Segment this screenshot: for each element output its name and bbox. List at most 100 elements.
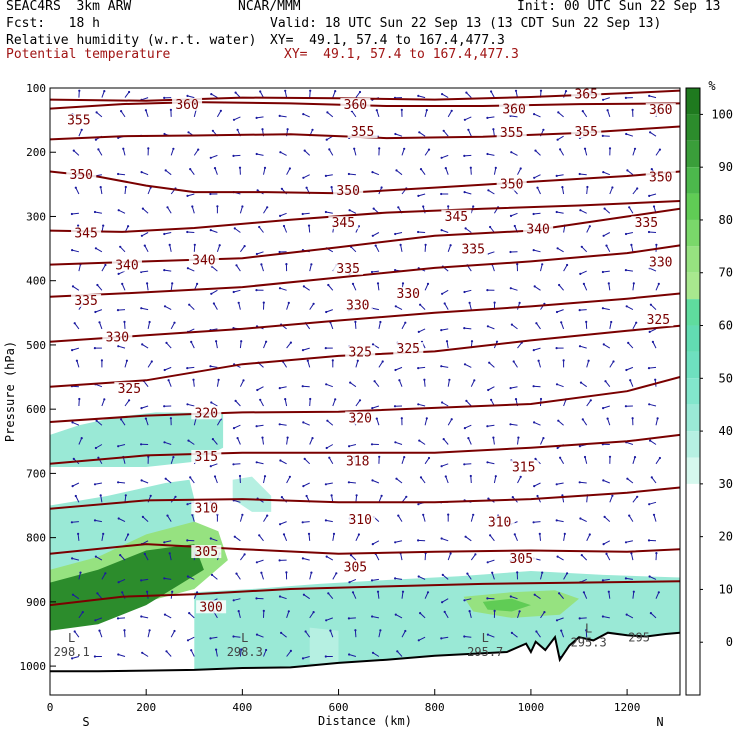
- wind-vector-head: [628, 514, 631, 517]
- wind-vector-head: [81, 611, 84, 614]
- wind-vector-head: [186, 639, 190, 642]
- wind-vector-head: [116, 309, 120, 312]
- colorbar-tick-label: 50: [719, 371, 733, 385]
- wind-vector: [237, 437, 241, 445]
- wind-vector-head: [93, 347, 96, 350]
- wind-vector-head: [165, 650, 168, 653]
- wind-vector-head: [629, 379, 632, 382]
- wind-vector-head: [648, 94, 651, 97]
- theta-label: 360: [175, 98, 198, 113]
- theta-label: 330: [106, 331, 129, 346]
- wind-vector-head: [560, 629, 563, 632]
- wind-vector: [608, 283, 611, 291]
- wind-vector-head: [171, 282, 174, 285]
- colorbar-tick-label: 0: [726, 635, 733, 649]
- wind-vector-head: [103, 398, 106, 401]
- wind-vector-head: [558, 592, 561, 595]
- wind-vector-head: [280, 496, 283, 499]
- wind-vector: [305, 631, 311, 638]
- wind-vector-head: [370, 579, 374, 582]
- wind-vector-head: [649, 439, 652, 442]
- wind-vector: [377, 591, 380, 599]
- wind-vector-head: [417, 503, 420, 506]
- wind-vector-head: [379, 629, 382, 632]
- wind-vector-head: [373, 380, 376, 383]
- wind-vector: [124, 495, 127, 503]
- wind-vector: [144, 553, 149, 561]
- x-tick-label: 800: [425, 701, 445, 714]
- wind-vector-head: [379, 320, 382, 324]
- wind-vector-head: [261, 128, 264, 131]
- wind-vector-head: [100, 359, 103, 362]
- wind-vector: [626, 441, 634, 445]
- wind-vector: [95, 617, 103, 621]
- wind-vector-head: [330, 186, 333, 189]
- wind-vector-head: [511, 496, 514, 499]
- wind-vector: [533, 421, 541, 426]
- wind-vector: [118, 444, 126, 447]
- wind-vector-head: [586, 185, 589, 189]
- wind-vector: [517, 168, 522, 175]
- wind-vector-head: [447, 205, 450, 208]
- wind-vector-head: [652, 513, 656, 516]
- wind-vector: [99, 630, 103, 638]
- wind-vector: [586, 495, 588, 503]
- wind-vector-head: [98, 629, 101, 632]
- wind-vector: [147, 361, 153, 368]
- wind-vector-head: [655, 243, 658, 246]
- wind-vector-head: [657, 282, 660, 285]
- wind-vector: [447, 418, 453, 426]
- wind-vector: [533, 174, 541, 179]
- wind-vector-head: [209, 156, 212, 159]
- wind-vector: [327, 112, 334, 118]
- wind-vector: [470, 380, 475, 387]
- wind-vector-head: [163, 441, 166, 444]
- wind-vector-head: [278, 423, 281, 426]
- wind-vector: [466, 92, 472, 98]
- wind-vector-head: [310, 263, 313, 266]
- rh-region: [232, 476, 272, 512]
- y-tick-label: 500: [26, 339, 46, 352]
- wind-vector-head: [77, 532, 80, 536]
- wind-vector-head: [626, 169, 629, 172]
- wind-vector-head: [602, 171, 605, 174]
- wind-vector: [533, 347, 541, 351]
- wind-vector-head: [309, 397, 312, 401]
- wind-vector-head: [356, 359, 359, 362]
- y-tick-label: 100: [26, 82, 46, 95]
- wind-vector: [418, 403, 426, 407]
- wind-vector-head: [582, 282, 586, 285]
- wind-vector-head: [301, 657, 305, 660]
- theta-label-bg: [71, 293, 102, 307]
- wind-vector-head: [97, 148, 100, 151]
- theta-label: 315: [512, 460, 535, 475]
- wind-vector-head: [71, 249, 74, 252]
- wind-vector: [119, 554, 126, 561]
- colorbar-swatch: [686, 193, 700, 220]
- wind-vector: [513, 361, 518, 368]
- wind-vector: [260, 264, 264, 272]
- rh-region: [482, 598, 531, 612]
- wind-vector-head: [232, 154, 235, 157]
- theta-label: 330: [649, 255, 672, 270]
- wind-vector-head: [232, 599, 235, 602]
- wind-vector-head: [120, 110, 123, 113]
- theta-label-bg: [340, 97, 371, 111]
- wind-vector-head: [123, 629, 126, 632]
- wind-vector-head: [232, 635, 235, 638]
- wind-vector: [649, 440, 657, 445]
- wind-vector: [655, 283, 660, 291]
- wind-vector: [141, 616, 149, 619]
- wind-vector: [447, 245, 452, 252]
- wind-vector-head: [280, 187, 283, 190]
- wind-vector: [332, 533, 335, 541]
- wind-vector: [628, 515, 634, 522]
- theta-label-bg: [441, 209, 472, 223]
- wind-vector-head: [97, 456, 100, 459]
- wind-vector-head: [441, 601, 444, 604]
- y-tick-label: 1000: [20, 660, 47, 673]
- wind-vector-head: [117, 581, 120, 584]
- wind-vector-head: [143, 552, 146, 556]
- wind-vector-head: [232, 427, 236, 430]
